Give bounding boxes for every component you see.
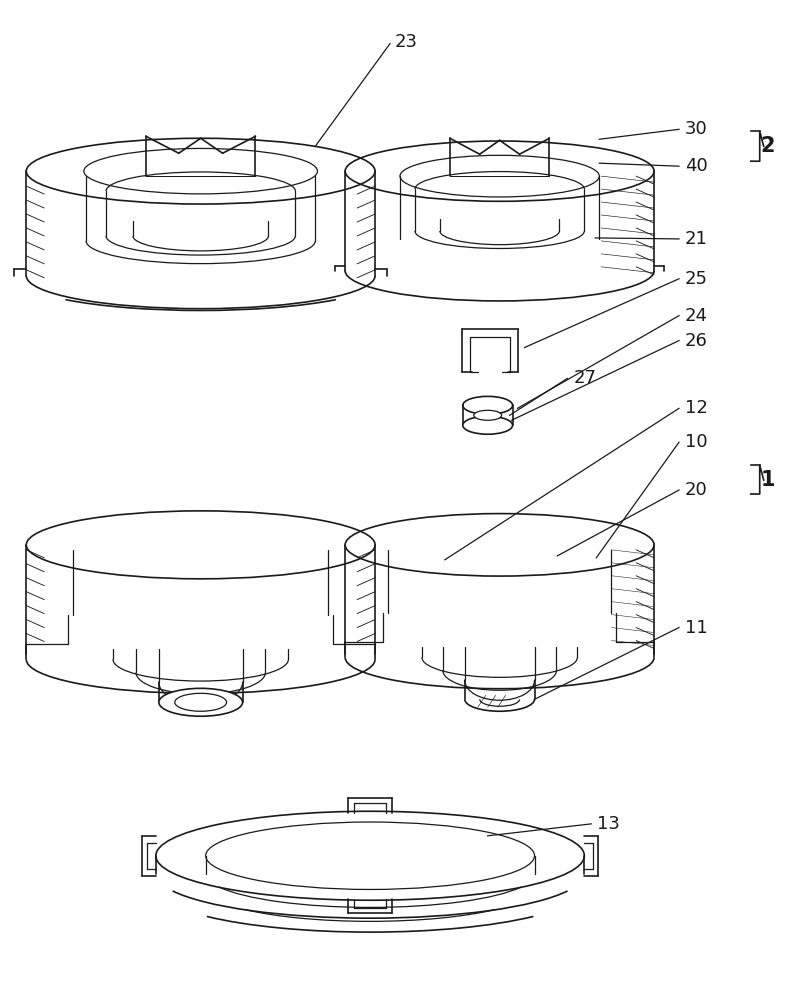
Ellipse shape <box>463 416 513 434</box>
Text: 10: 10 <box>685 433 708 451</box>
Ellipse shape <box>175 693 226 711</box>
Text: 40: 40 <box>685 157 708 175</box>
Ellipse shape <box>474 410 501 420</box>
Text: 12: 12 <box>685 399 708 417</box>
Text: 26: 26 <box>685 332 708 350</box>
Ellipse shape <box>159 688 243 716</box>
Text: 20: 20 <box>685 481 708 499</box>
Text: 24: 24 <box>685 307 708 325</box>
Text: 2: 2 <box>761 136 775 156</box>
Text: 23: 23 <box>395 33 418 51</box>
Text: 13: 13 <box>597 815 620 833</box>
Text: 27: 27 <box>573 369 596 387</box>
Text: 1: 1 <box>761 470 775 490</box>
Text: 21: 21 <box>685 230 708 248</box>
Text: 11: 11 <box>685 619 708 637</box>
Text: 25: 25 <box>685 270 708 288</box>
Text: 30: 30 <box>685 120 708 138</box>
